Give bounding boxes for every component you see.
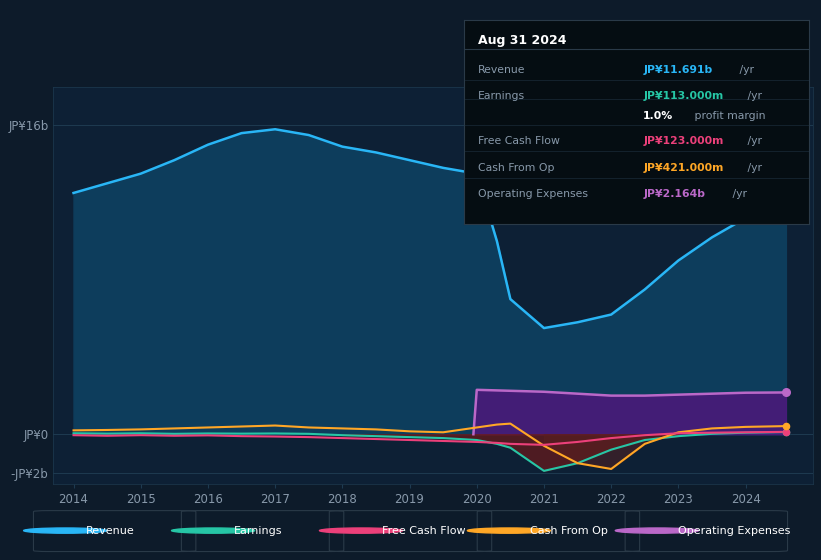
Text: JP¥11.691b: JP¥11.691b — [643, 64, 713, 74]
Text: JP¥123.000m: JP¥123.000m — [643, 136, 723, 146]
Circle shape — [319, 528, 402, 533]
Text: /yr: /yr — [744, 163, 762, 173]
Text: Cash From Op: Cash From Op — [530, 526, 608, 535]
Text: Revenue: Revenue — [478, 64, 525, 74]
Text: profit margin: profit margin — [690, 111, 765, 120]
Text: /yr: /yr — [744, 136, 762, 146]
Circle shape — [467, 528, 551, 533]
Text: Revenue: Revenue — [86, 526, 135, 535]
Point — [779, 388, 792, 397]
Text: 1.0%: 1.0% — [643, 111, 673, 120]
Circle shape — [615, 528, 699, 533]
Text: Free Cash Flow: Free Cash Flow — [383, 526, 466, 535]
Text: Earnings: Earnings — [234, 526, 282, 535]
Text: JP¥113.000m: JP¥113.000m — [643, 91, 723, 101]
Text: JP¥421.000m: JP¥421.000m — [643, 163, 723, 173]
Point — [779, 427, 792, 436]
Point — [779, 427, 792, 436]
Point — [779, 422, 792, 431]
Text: /yr: /yr — [744, 91, 762, 101]
Text: /yr: /yr — [729, 189, 746, 199]
Text: Aug 31 2024: Aug 31 2024 — [478, 34, 566, 47]
Text: Cash From Op: Cash From Op — [478, 163, 554, 173]
Text: Free Cash Flow: Free Cash Flow — [478, 136, 560, 146]
Text: /yr: /yr — [736, 64, 754, 74]
Text: JP¥2.164b: JP¥2.164b — [643, 189, 705, 199]
Circle shape — [172, 528, 255, 533]
Circle shape — [24, 528, 107, 533]
Text: Operating Expenses: Operating Expenses — [678, 526, 791, 535]
Text: Operating Expenses: Operating Expenses — [478, 189, 588, 199]
Text: Earnings: Earnings — [478, 91, 525, 101]
Point — [779, 204, 792, 213]
